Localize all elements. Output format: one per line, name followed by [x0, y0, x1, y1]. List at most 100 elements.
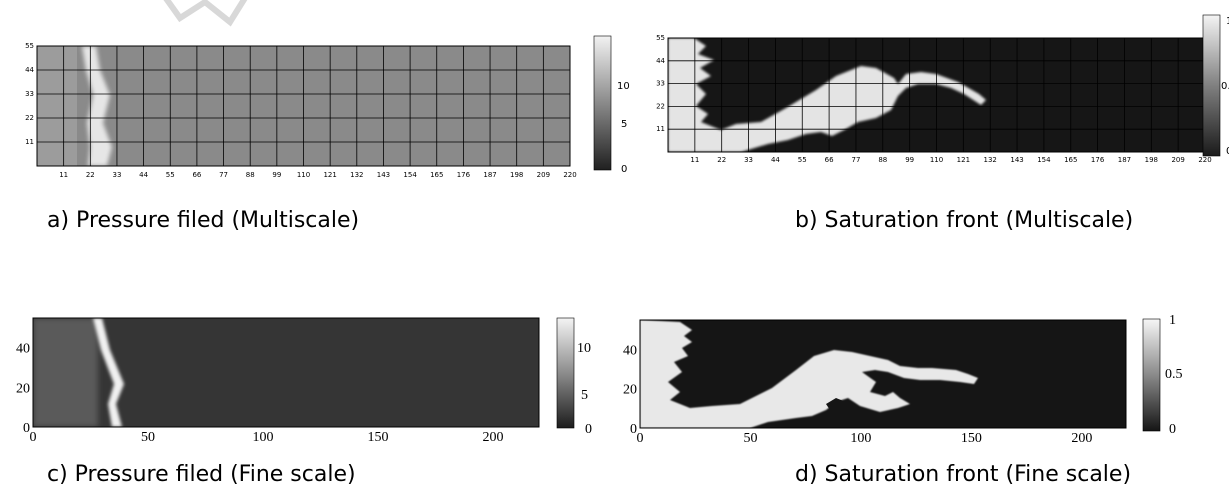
panel-b-cb-tick-0: 0 — [1226, 146, 1229, 157]
panel-c-pressure-finescale: 0 50 100 150 200 0 20 40 0 5 10 — [16, 317, 592, 445]
panel-b-plot-area — [668, 38, 1205, 152]
panel-c-y-tick-label: 20 — [16, 381, 30, 396]
panel-b-cb-tick-2: 1 — [1226, 16, 1229, 27]
watermark-fragment — [163, 0, 248, 27]
panel-d-y-tick-label: 0 — [630, 422, 637, 437]
panel-a-y-tick-label: 44 — [25, 66, 34, 74]
panel-a-x-tick-label: 187 — [483, 171, 496, 179]
panel-a-y-tick-label: 22 — [25, 114, 34, 122]
panel-a-x-tick-label: 154 — [403, 171, 417, 179]
panel-d-x-ticks: 0 50 100 150 200 — [637, 431, 1093, 446]
panel-d-x-tick-label: 50 — [743, 431, 757, 446]
panel-d-cb-tick-2: 1 — [1169, 313, 1176, 328]
caption-d: d) Saturation front (Fine scale) — [795, 462, 1132, 487]
panel-a-plot-area — [37, 46, 570, 166]
panel-a-x-tick-label: 44 — [139, 171, 148, 179]
panel-c-x-ticks: 0 50 100 150 200 — [30, 430, 504, 445]
panel-c-colorbar — [556, 317, 575, 429]
panel-b-y-tick-label: 22 — [656, 102, 665, 110]
panel-b-x-tick-label: 22 — [717, 156, 726, 164]
panel-a-cb-tick-1: 5 — [621, 119, 627, 130]
panel-b-x-tick-label: 220 — [1198, 156, 1211, 164]
panel-b-x-tick-label: 143 — [1010, 156, 1023, 164]
caption-c: c) Pressure filed (Fine scale) — [47, 462, 356, 487]
panel-b-x-tick-label: 209 — [1171, 156, 1184, 164]
caption-b: b) Saturation front (Multiscale) — [795, 208, 1134, 233]
panel-c-pressure-ridge — [93, 318, 124, 427]
panel-a-x-tick-label: 66 — [192, 171, 201, 179]
panel-b-x-tick-label: 44 — [771, 156, 780, 164]
panel-b-front-shape — [668, 38, 986, 152]
panel-a-x-tick-label: 11 — [59, 171, 68, 179]
panel-a-x-tick-label: 121 — [323, 171, 336, 179]
panel-c-x-tick-label: 0 — [30, 430, 37, 445]
panel-a-grid — [37, 46, 570, 166]
panel-b-y-tick-label: 33 — [656, 80, 665, 88]
panel-c-x-tick-label: 50 — [141, 430, 155, 445]
panel-c-x-tick-label: 150 — [368, 430, 389, 445]
panel-a-y-tick-label: 33 — [25, 90, 34, 98]
panel-d-front-gap — [826, 398, 846, 410]
panel-d-plot-area — [640, 320, 1126, 428]
panel-a-x-tick-label: 143 — [377, 171, 390, 179]
panel-c-x-tick-label: 200 — [483, 430, 504, 445]
panel-c-plot-area — [33, 318, 539, 427]
panel-d-cb-tick-0: 0 — [1169, 422, 1176, 437]
panel-b-colorbar — [1202, 14, 1221, 157]
panel-d-y-tick-label: 20 — [623, 383, 637, 398]
panel-a-x-tick-label: 55 — [166, 171, 175, 179]
panel-a-x-tick-label: 198 — [510, 171, 523, 179]
panel-c-field-bg — [33, 318, 539, 427]
panel-d-x-tick-label: 200 — [1071, 431, 1092, 446]
caption-a: a) Pressure filed (Multiscale) — [47, 208, 360, 233]
panel-a-x-tick-label: 22 — [86, 171, 95, 179]
panel-b-saturation-multiscale: 11 22 33 44 55 66 77 88 99 110 121 132 143 154 165 176 1… — [656, 14, 1229, 164]
panel-c-cb-tick-1: 5 — [581, 388, 588, 403]
panel-d-x-tick-label: 150 — [961, 431, 982, 446]
panel-b-x-tick-label: 99 — [905, 156, 914, 164]
panel-d-front-shape — [640, 320, 978, 428]
panel-a-cb-tick-2: 10 — [617, 81, 630, 92]
panel-b-grid — [668, 38, 1205, 152]
panel-a-x-ticks: 11 22 33 44 55 66 77 88 99 110 121 132 143 154 165 176 1… — [59, 171, 576, 179]
panel-d-x-tick-label: 0 — [637, 431, 644, 446]
panel-a-x-tick-label: 88 — [246, 171, 255, 179]
panel-a-y-tick-label: 11 — [25, 138, 34, 146]
panel-a-cb-tick-0: 0 — [621, 164, 627, 175]
panel-b-y-tick-label: 11 — [656, 125, 665, 133]
panel-b-x-tick-label: 33 — [744, 156, 753, 164]
panel-c-cb-tick-0: 0 — [585, 422, 592, 437]
panel-a-x-tick-label: 33 — [112, 171, 121, 179]
panel-a-x-tick-label: 209 — [537, 171, 550, 179]
panel-a-left-region — [37, 46, 77, 166]
panel-d-x-tick-label: 100 — [850, 431, 871, 446]
panel-b-y-tick-label: 55 — [656, 34, 665, 42]
panel-c-x-tick-label: 100 — [253, 430, 274, 445]
panel-b-x-tick-label: 88 — [878, 156, 887, 164]
panel-a-x-tick-label: 77 — [219, 171, 228, 179]
panel-b-y-tick-label: 44 — [656, 57, 665, 65]
panel-b-x-tick-label: 165 — [1064, 156, 1077, 164]
panel-a-x-tick-label: 165 — [430, 171, 443, 179]
panel-d-saturation-finescale: 0 50 100 150 200 0 20 40 0 0.5 1 — [623, 313, 1183, 446]
panel-c-cb-tick-2: 10 — [577, 341, 591, 356]
panel-b-y-ticks: 11 22 33 44 55 — [656, 34, 665, 133]
panel-b-x-tick-label: 187 — [1118, 156, 1131, 164]
panel-a-y-tick-label: 55 — [25, 42, 34, 50]
panel-c-y-ticks: 0 20 40 — [16, 342, 30, 436]
panel-b-cb-tick-1: 0.5 — [1221, 81, 1229, 92]
panel-b-x-tick-label: 176 — [1091, 156, 1105, 164]
panel-a-pressure-multiscale: 11 22 33 44 55 66 77 88 99 110 121 132 143 154 165 176 1… — [25, 35, 630, 179]
panel-d-frame — [639, 319, 1127, 429]
panel-c-y-tick-label: 0 — [23, 421, 30, 436]
panel-b-x-ticks: 11 22 33 44 55 66 77 88 99 110 121 132 143 154 165 176 1… — [690, 156, 1211, 164]
panel-b-x-tick-label: 132 — [984, 156, 997, 164]
panel-a-x-tick-label: 220 — [563, 171, 576, 179]
panel-b-x-tick-label: 121 — [957, 156, 970, 164]
panel-a-pressure-ridge — [82, 46, 112, 166]
panel-a-x-tick-label: 99 — [272, 171, 281, 179]
panel-b-x-tick-label: 198 — [1145, 156, 1158, 164]
panel-b-x-tick-label: 154 — [1037, 156, 1051, 164]
panel-a-frame — [36, 45, 571, 167]
panel-b-x-tick-label: 66 — [825, 156, 834, 164]
